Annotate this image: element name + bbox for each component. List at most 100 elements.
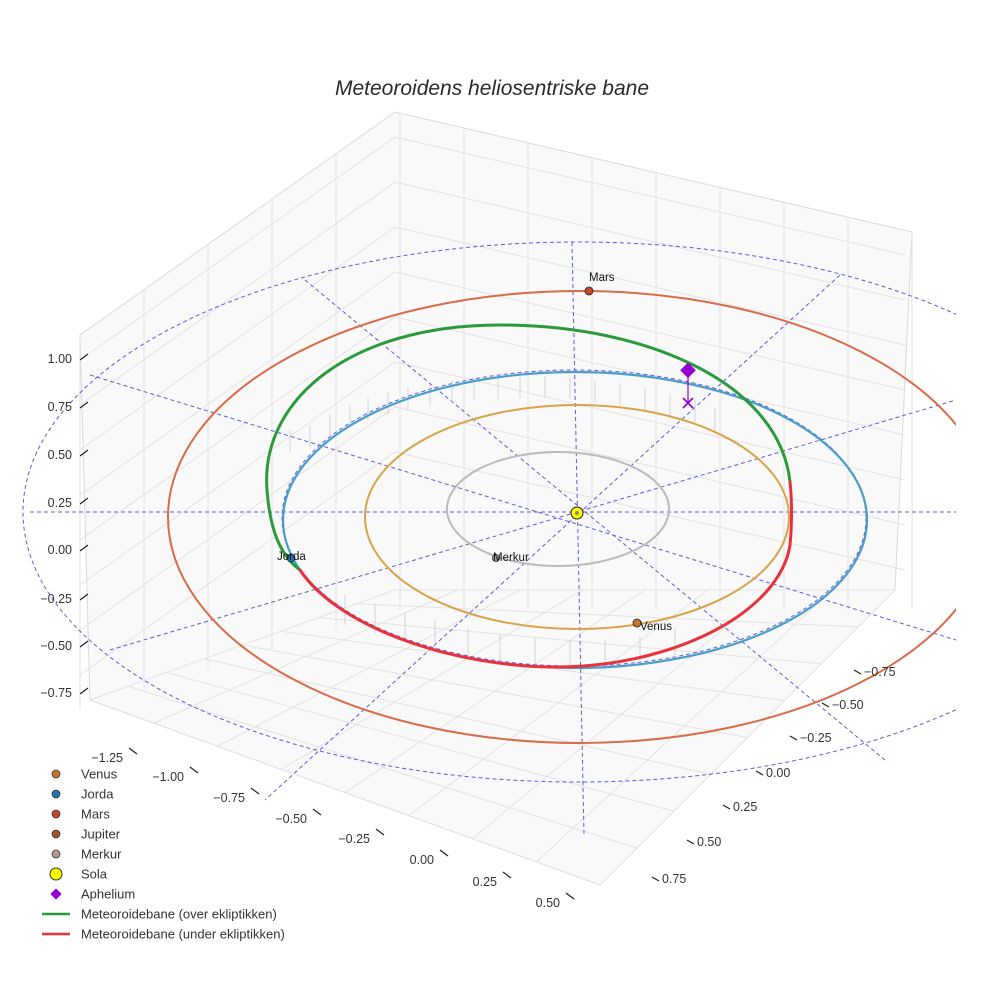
legend-swatch xyxy=(50,888,62,900)
legend-swatch xyxy=(51,769,61,779)
grid-hline-left xyxy=(79,271,396,496)
z-tick-label: −0.75 xyxy=(40,686,72,700)
z-tick xyxy=(79,640,89,648)
legend-swatch xyxy=(51,829,61,839)
legend-label: Aphelium xyxy=(81,887,135,902)
x-tick xyxy=(439,849,449,857)
legend-label: Meteoroidebane (under ekliptikken) xyxy=(81,927,285,942)
y-tick xyxy=(755,770,764,776)
grid-floor-line xyxy=(356,603,859,628)
grid-hline-left xyxy=(79,136,396,361)
merkur-orbit xyxy=(446,451,670,567)
x-tick xyxy=(312,808,322,816)
z-tick-label: 1.00 xyxy=(48,352,72,366)
aphelium xyxy=(680,362,696,409)
legend-label: Venus xyxy=(81,767,118,782)
mars-label: Mars xyxy=(589,272,615,284)
grid-hline-left xyxy=(79,406,396,631)
z-tick xyxy=(79,687,89,695)
legend-label: Merkur xyxy=(81,847,122,862)
legend-item: Jupiter xyxy=(51,827,121,842)
y-tick xyxy=(686,839,695,845)
legend-swatch xyxy=(51,849,61,859)
z-tick-label: 0.25 xyxy=(48,496,72,510)
legend-swatch xyxy=(49,867,63,881)
y-tick xyxy=(853,669,862,675)
grid-hline-back xyxy=(394,361,906,481)
ref-line-diag2 xyxy=(264,274,841,801)
y-tick-label: 0.75 xyxy=(662,872,686,886)
y-tick xyxy=(651,876,660,882)
meteoroid-orbit-under xyxy=(298,480,793,669)
x-tick xyxy=(375,828,385,836)
legend-label: Meteoroidebane (over ekliptikken) xyxy=(81,907,277,922)
grid-hline-back xyxy=(394,181,906,301)
y-tick xyxy=(821,702,830,708)
y-tick-label: −0.50 xyxy=(832,698,864,712)
grid-hline-left xyxy=(79,316,396,541)
legend-label: Sola xyxy=(81,867,108,882)
x-tick xyxy=(189,766,199,774)
jorda-marker xyxy=(286,553,296,563)
grid-floor-line xyxy=(408,589,708,817)
merkur-label: Merkur xyxy=(493,552,529,564)
grid-hline-back xyxy=(394,451,906,571)
chart-title: Meteoroidens heliosentriske bane xyxy=(335,77,649,100)
z-tick xyxy=(79,497,89,505)
grid-hline-left xyxy=(79,226,396,451)
x-tick-label: 0.25 xyxy=(473,875,497,889)
y-tick xyxy=(789,735,798,741)
grid-hline-back xyxy=(394,136,906,256)
x-tick-label: −1.00 xyxy=(152,770,184,784)
x-tick-label: −0.25 xyxy=(338,832,370,846)
jorda-orbit xyxy=(281,370,869,670)
legend-item: Meteoroidebane (over ekliptikken) xyxy=(42,907,277,922)
z-tick xyxy=(79,449,89,457)
legend-label: Jorda xyxy=(81,787,114,802)
sola xyxy=(570,506,584,520)
x-tick xyxy=(565,892,575,900)
grid-hline-back xyxy=(394,271,906,391)
x-tick xyxy=(128,747,138,755)
x-tick xyxy=(250,787,260,795)
legend-swatch xyxy=(51,789,61,799)
y-tick-label: 0.25 xyxy=(733,800,757,814)
grid-hline-left xyxy=(79,451,396,676)
legend-item: Aphelium xyxy=(50,887,135,902)
meteoroid-orbit-over xyxy=(265,323,792,572)
mars-orbit xyxy=(167,290,956,744)
legend-label: Jupiter xyxy=(81,827,121,842)
z-tick xyxy=(79,401,89,409)
y-tick-label: −0.75 xyxy=(864,665,896,679)
ecliptic-circle xyxy=(22,241,956,783)
venus-orbit xyxy=(364,404,790,630)
legend-item: Sola xyxy=(49,867,108,882)
y-tick-label: 0.00 xyxy=(766,766,790,780)
z-tick-label: 0.75 xyxy=(48,400,72,414)
z-tick-label: 0.00 xyxy=(48,543,72,557)
grid-hline-back xyxy=(394,406,906,526)
merkur-marker xyxy=(492,554,500,562)
legend-swatch xyxy=(51,809,61,819)
legend-item: Mars xyxy=(51,807,110,822)
legend-label: Mars xyxy=(81,807,110,822)
z-tick xyxy=(79,353,89,361)
x-tick-label: 0.50 xyxy=(536,896,560,910)
venus-label: Venus xyxy=(640,621,672,633)
x-tick-label: −0.50 xyxy=(275,812,307,826)
mars-marker xyxy=(584,286,594,296)
venus-marker xyxy=(632,618,642,628)
y-tick xyxy=(722,804,731,810)
legend: Venus Jorda Mars Jupiter Merkur Sola Aphelium M… xyxy=(42,767,285,942)
y-tick-label: 0.50 xyxy=(697,835,721,849)
planet-markers: Mars Jorda Merkur Venus xyxy=(277,272,672,633)
grid-floor-line xyxy=(472,589,771,840)
z-tick-label: 0.50 xyxy=(48,448,72,462)
planet-orbits xyxy=(167,290,956,744)
x-tick xyxy=(502,871,512,879)
grid-floor-line xyxy=(242,644,748,738)
legend-item: Meteoroidebane (under ekliptikken) xyxy=(42,927,285,942)
z-tick xyxy=(79,593,89,601)
legend-item: Venus xyxy=(51,767,118,782)
